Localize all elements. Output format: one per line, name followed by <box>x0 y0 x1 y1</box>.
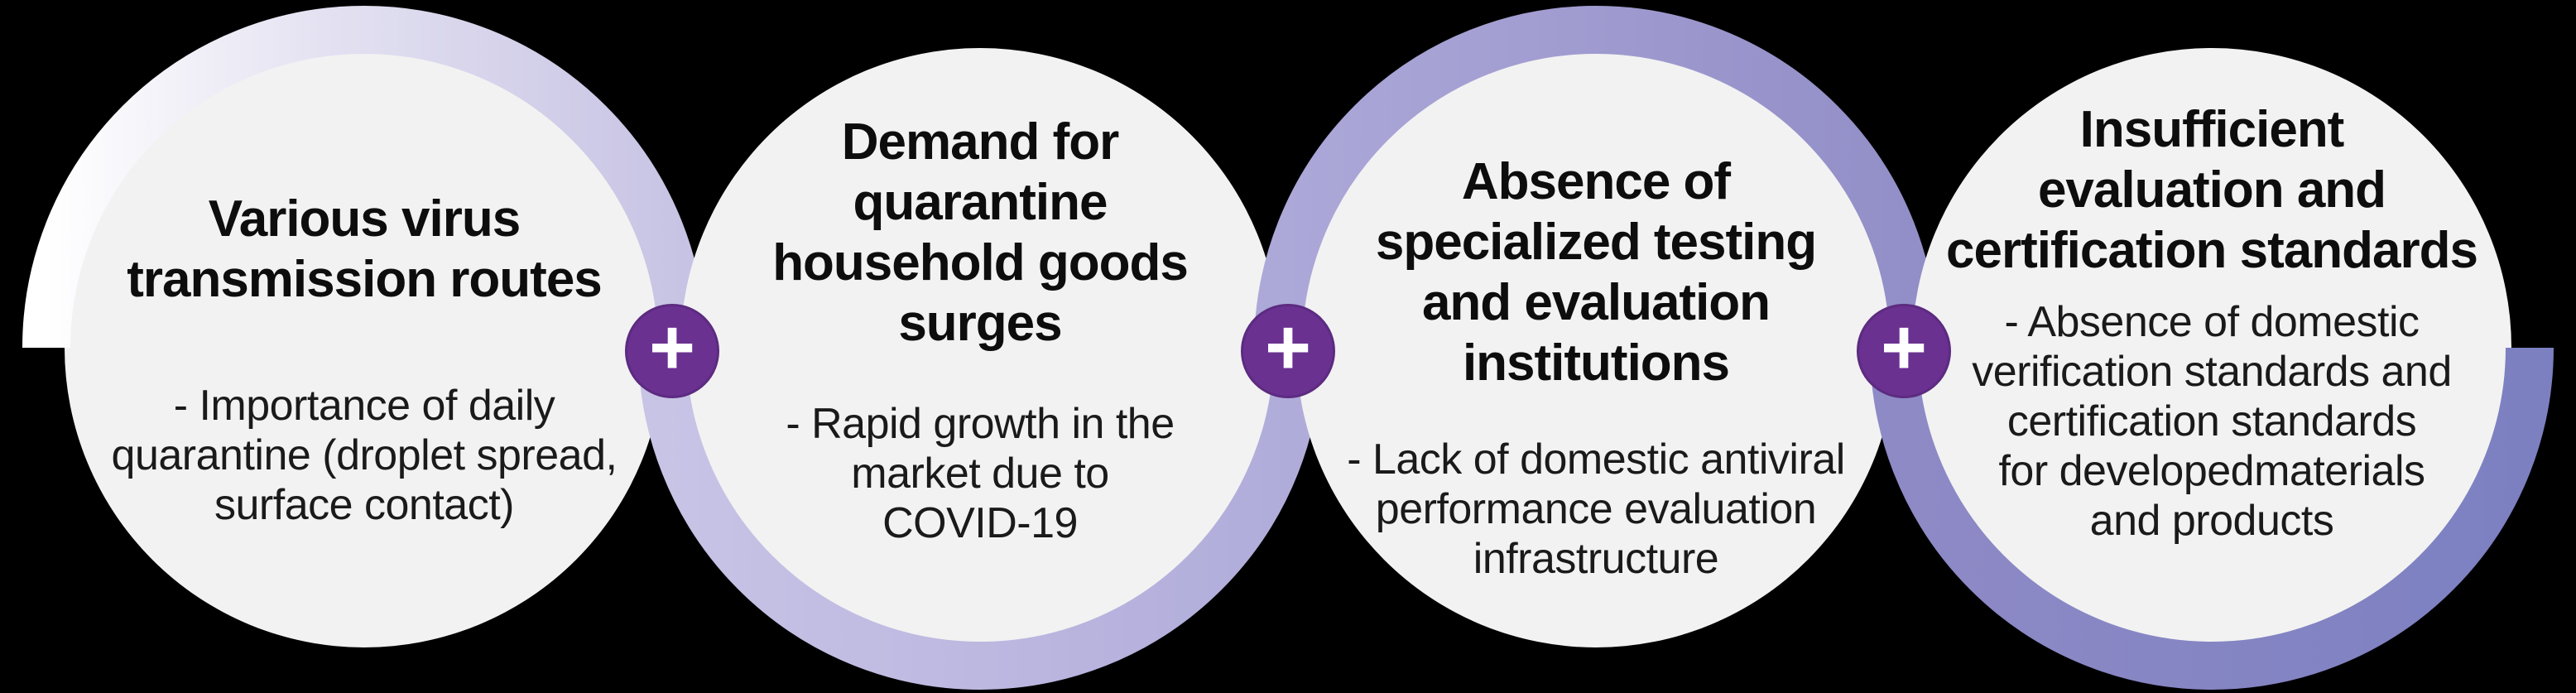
circle-4-ring-arc <box>1870 347 2554 690</box>
plus-connector-2: + <box>1241 304 1335 398</box>
circle-3-fill <box>1296 48 1896 647</box>
circle-3-content: Absence of specialized testing and evalu… <box>1281 152 1910 584</box>
circle-2-fill <box>680 48 1280 647</box>
circle-1-fill <box>65 48 664 647</box>
circle-1-body: - Importance of daily quarantine (drople… <box>111 382 618 529</box>
circle-3-body: - Lack of domestic antiviral performance… <box>1347 436 1845 583</box>
plus-connector-3: + <box>1857 304 1951 398</box>
plus-icon: + <box>1880 303 1928 392</box>
circle-1-content: Various virus transmission routes - Impo… <box>50 189 679 530</box>
plus-icon: + <box>648 303 696 392</box>
circle-2-content: Demand for quarantine household goods su… <box>666 112 1295 548</box>
circle-4-fill <box>1912 48 2511 647</box>
circle-4-body: - Absence of domestic verification stand… <box>1972 298 2452 545</box>
circle-3-ring-arc <box>1254 6 1938 349</box>
circle-4-content: Insufficient evaluation and certificatio… <box>1897 99 2526 546</box>
circle-2-body: - Rapid growth in the market due to COVI… <box>786 400 1175 547</box>
circle-1-ring-arc <box>22 6 706 349</box>
plus-connector-1: + <box>625 304 719 398</box>
plus-icon: + <box>1264 303 1312 392</box>
circle-1-title: Various virus transmission routes <box>127 190 603 308</box>
circle-4-title: Insufficient evaluation and certificatio… <box>1946 101 2478 279</box>
circle-2-ring-arc <box>638 347 1322 690</box>
circle-3-title: Absence of specialized testing and evalu… <box>1375 153 1817 392</box>
circle-2-title: Demand for quarantine household goods su… <box>772 113 1189 352</box>
